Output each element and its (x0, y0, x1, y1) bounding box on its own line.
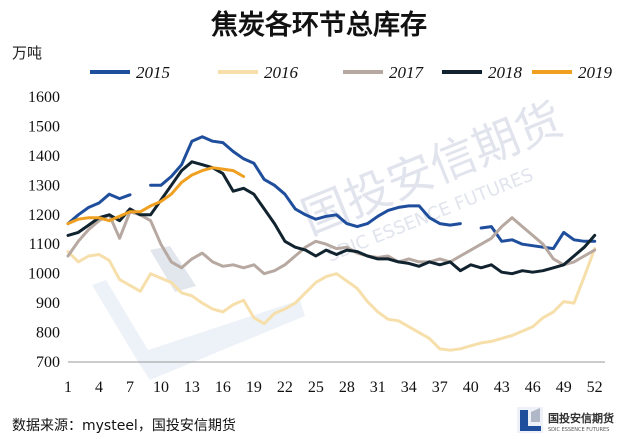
x-tick-label: 16 (215, 379, 231, 396)
x-tick-label: 49 (556, 379, 572, 396)
source-note: 数据来源：mysteel，国投安信期货 (12, 417, 236, 434)
series-line-2018 (66, 160, 597, 276)
series-lines (66, 135, 597, 352)
x-tick-label: 4 (95, 379, 103, 396)
company-logo: 国投安信期货 SDIC ESSENCE FUTURES (517, 407, 614, 433)
x-tick-label: 7 (126, 379, 134, 396)
x-tick-label: 10 (153, 379, 169, 396)
y-tick-label: 1200 (28, 207, 60, 224)
series-line-2017 (66, 210, 597, 276)
legend-label-2015: 2015 (136, 63, 170, 82)
x-tick-label: 43 (494, 379, 510, 396)
logo-subtext: SDIC ESSENCE FUTURES (548, 427, 609, 433)
series-line-2015 (66, 135, 597, 251)
x-tick-label: 46 (525, 379, 541, 396)
x-tick-label: 13 (184, 379, 200, 396)
y-tick-label: 1500 (28, 118, 60, 135)
y-tick-label: 1400 (28, 148, 60, 165)
y-tick-label: 800 (36, 325, 60, 342)
logo-name: 国投安信期货 (548, 411, 614, 425)
legend-label-2019: 2019 (578, 63, 613, 82)
y-tick-label: 1000 (28, 266, 60, 283)
series-line-2019 (66, 166, 246, 226)
y-axis-ticks: 700 800 900 1000 1100 1200 1300 1400 1500 1600 (28, 89, 60, 371)
y-tick-label: 1300 (28, 177, 60, 194)
x-tick-label: 52 (587, 379, 603, 396)
series-line-2016 (66, 247, 597, 352)
x-tick-label: 37 (432, 379, 448, 396)
x-tick-label: 19 (246, 379, 262, 396)
x-tick-label: 25 (308, 379, 324, 396)
x-tick-label: 34 (401, 379, 417, 396)
legend: 2015 2016 2017 2018 2019 (90, 63, 613, 82)
legend-label-2018: 2018 (488, 63, 523, 82)
legend-label-2017: 2017 (389, 63, 425, 82)
y-tick-label: 700 (36, 354, 60, 371)
y-tick-label: 900 (36, 295, 60, 312)
x-axis-ticks: 1 4 7 10 13 16 19 22 25 28 31 34 37 40 43 46 49 52 (64, 379, 603, 396)
legend-label-2016: 2016 (264, 63, 299, 82)
x-tick-label: 28 (339, 379, 355, 396)
chart-title: 焦炭各环节总库存 (211, 9, 427, 41)
x-tick-label: 31 (370, 379, 386, 396)
x-tick-label: 40 (463, 379, 479, 396)
y-tick-label: 1600 (28, 89, 60, 106)
x-tick-label: 1 (64, 379, 72, 396)
y-tick-label: 1100 (29, 236, 60, 253)
y-axis-unit-label: 万吨 (12, 44, 42, 62)
x-tick-label: 22 (277, 379, 293, 396)
